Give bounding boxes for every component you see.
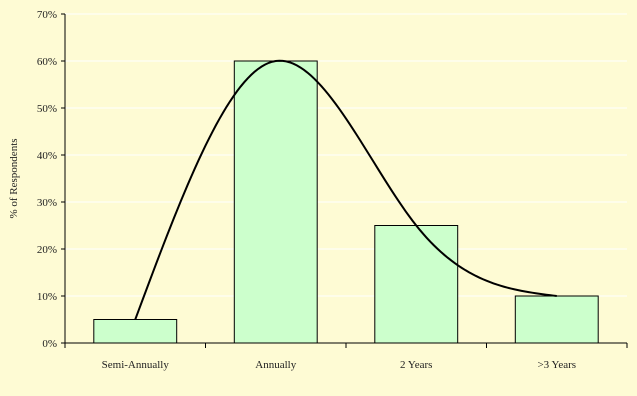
y-tick-label: 40%: [37, 150, 57, 162]
bar: [514, 295, 599, 344]
gridlines: [65, 13, 627, 297]
x-tick-label: Annually: [255, 359, 296, 371]
x-tick-label: 2 Years: [400, 359, 432, 371]
y-tick-label: 0%: [42, 338, 57, 350]
x-ticks: Semi-Annually Annually 2 Years >3 Years: [64, 343, 628, 371]
y-axis-title: % of Respondents: [8, 138, 20, 218]
y-tick-label: 30%: [37, 197, 57, 209]
y-tick-label: 60%: [37, 56, 57, 68]
bar: [93, 319, 178, 344]
y-tick-label: 10%: [37, 291, 57, 303]
y-tick-label: 50%: [37, 103, 57, 115]
y-tick-label: 70%: [37, 9, 57, 21]
bar: [374, 225, 459, 344]
y-tick-label: 20%: [37, 244, 57, 256]
bar: [233, 60, 318, 344]
y-ticks: 0% 10% 20% 30% 40% 50% 60% 70%: [37, 9, 65, 350]
x-tick-label: >3 Years: [537, 359, 576, 371]
trend-curve: [134, 59, 557, 320]
x-tick-label: Semi-Annually: [102, 359, 170, 371]
